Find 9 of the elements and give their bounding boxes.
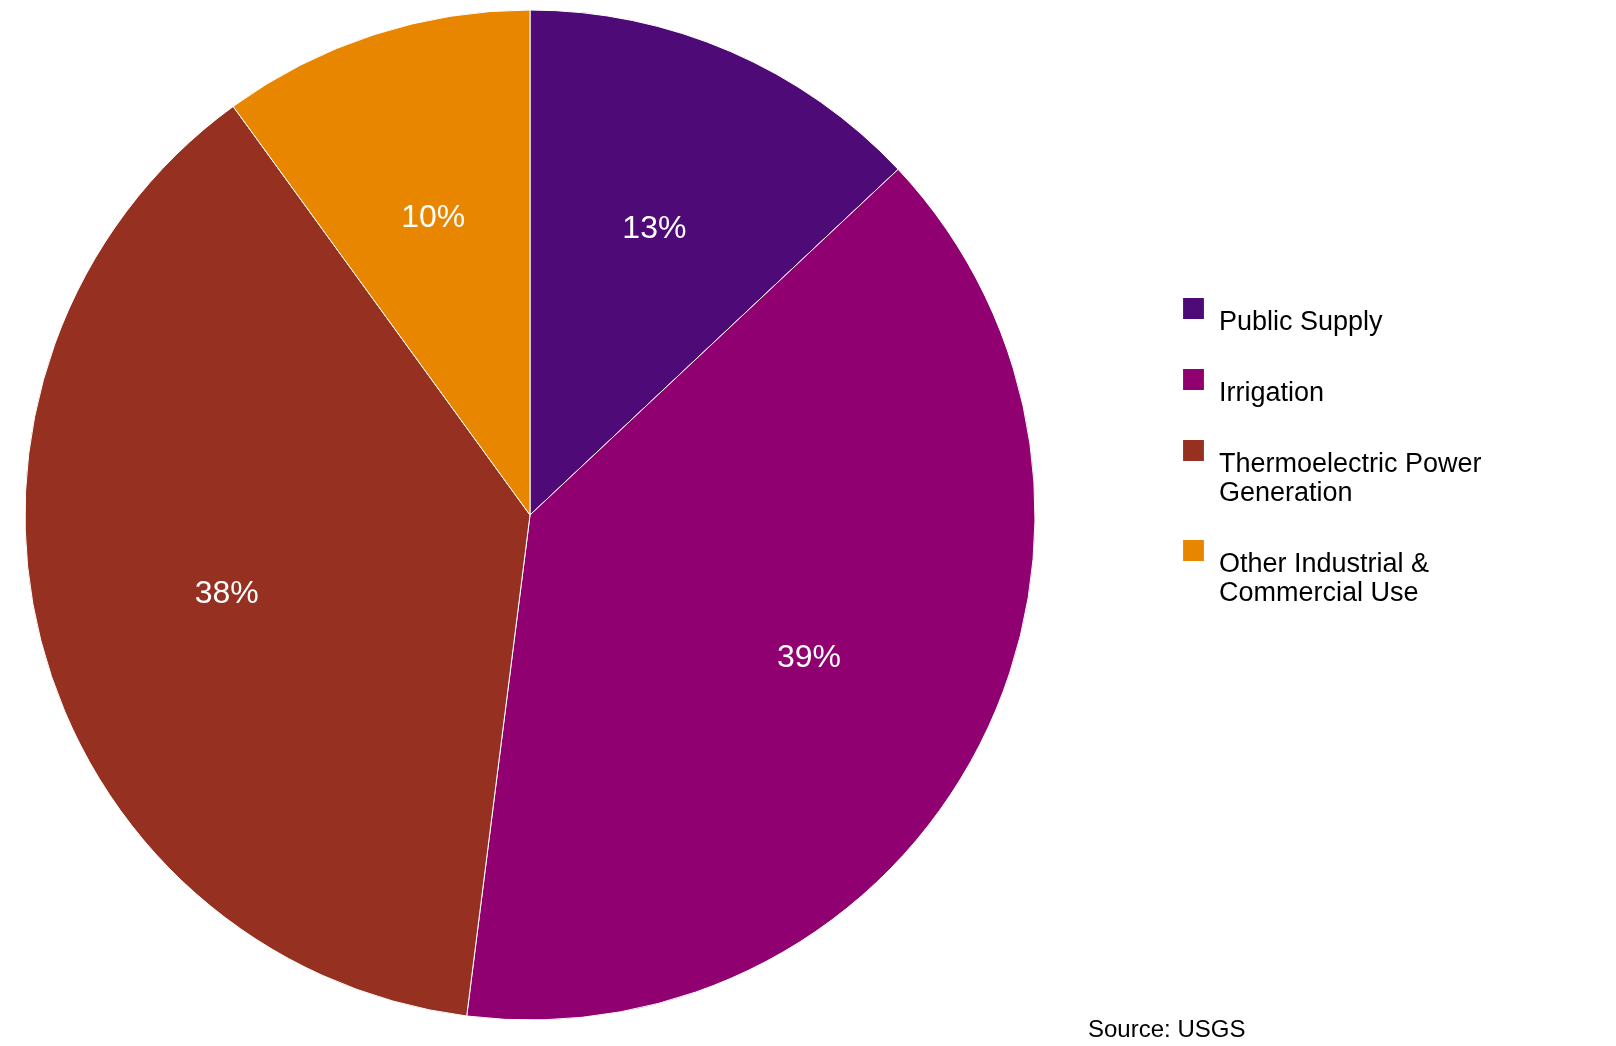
legend-label: Irrigation [1219, 376, 1325, 407]
legend-label: Thermoelectric Power Generation [1219, 447, 1482, 507]
legend-label: Other Industrial & Commercial Use [1219, 547, 1430, 607]
legend-label: Public Supply [1219, 305, 1384, 336]
data-label: 10% [401, 198, 466, 235]
data-label: 13% [622, 208, 687, 245]
data-label: 38% [194, 573, 259, 610]
source-note: Source: USGS [1088, 1015, 1246, 1042]
data-label: 39% [776, 638, 841, 675]
